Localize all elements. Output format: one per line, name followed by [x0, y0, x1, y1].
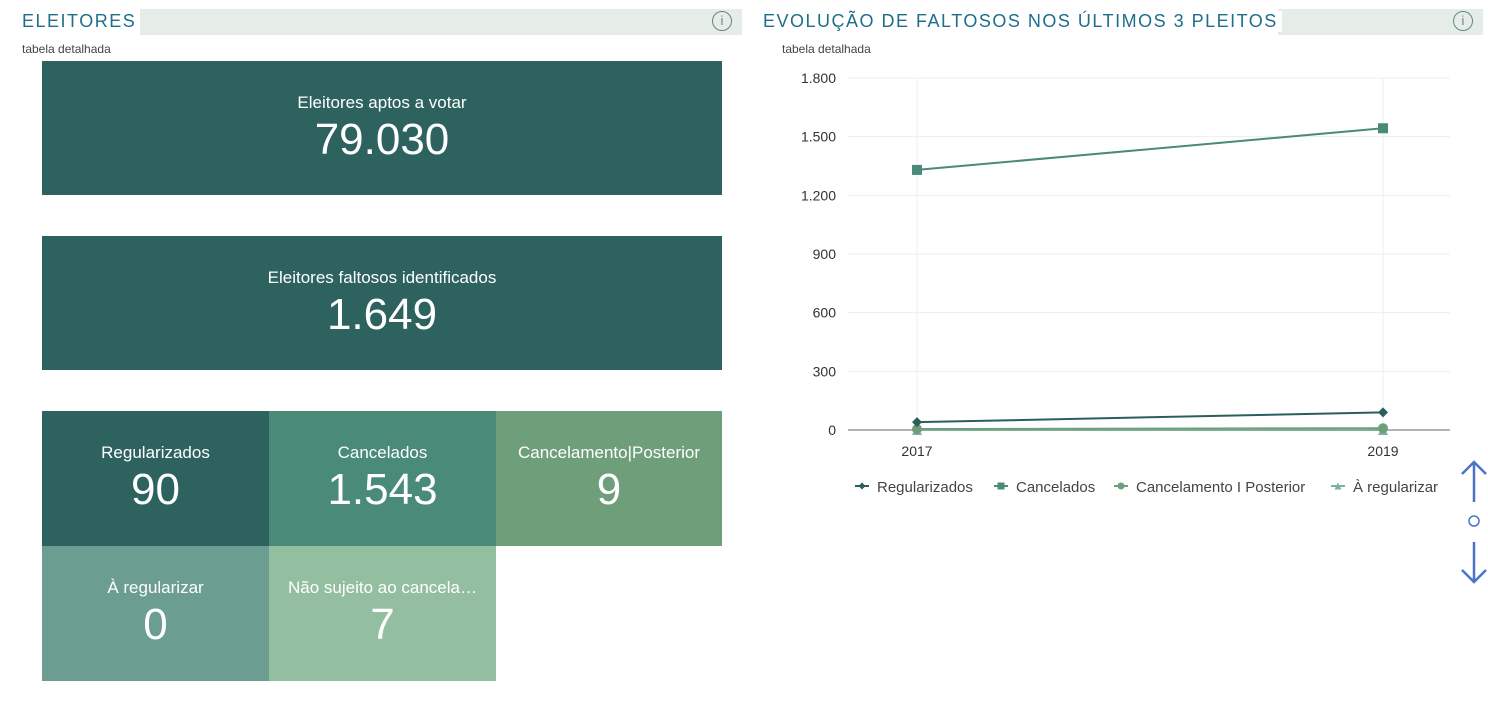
marker	[912, 417, 922, 428]
marker	[912, 424, 922, 435]
card-label: À regularizar	[107, 578, 204, 597]
marker	[997, 482, 1005, 490]
card-label: Cancelados	[337, 443, 428, 462]
x-tick-label: 2017	[901, 443, 932, 459]
kpi-tile: Regularizados 90	[42, 411, 269, 546]
panel-title: ELEITORES	[22, 11, 141, 32]
marker	[1334, 482, 1342, 490]
header-band	[140, 9, 742, 35]
legend-label: Cancelados	[1016, 479, 1095, 496]
marker	[1378, 423, 1388, 434]
marker	[912, 164, 922, 175]
y-tick-label: 1.800	[801, 70, 836, 86]
y-tick-label: 0	[828, 422, 836, 438]
kpi-card: Eleitores aptos a votar 79.030	[42, 61, 722, 195]
kpi-tile: À regularizar 0	[42, 546, 269, 681]
y-tick-label: 600	[813, 305, 837, 321]
legend-label: À regularizar	[1353, 479, 1438, 496]
card-value: 79.030	[314, 115, 450, 164]
arrow-up[interactable]	[1461, 460, 1487, 502]
card-value: 7	[370, 600, 395, 649]
card-label: Não sujeito ao cancela…	[287, 578, 477, 597]
left-header: ELEITORES i	[22, 9, 742, 35]
card-label: Regularizados	[101, 443, 210, 462]
card-value: 0	[143, 600, 168, 649]
series-line	[916, 127, 1384, 171]
y-tick-label: 1.200	[801, 187, 836, 203]
marker	[1378, 407, 1388, 418]
scroll-arrows[interactable]	[1461, 460, 1487, 584]
info-icon[interactable]: i	[712, 11, 732, 31]
chart-title: EVOLUÇÃO DE FALTOSOS NOS ÚLTIMOS 3 PLEIT…	[763, 11, 1282, 32]
arrow-down[interactable]	[1461, 542, 1487, 584]
card-value: 1.543	[327, 465, 438, 514]
panel-subtitle: tabela detalhada	[22, 42, 111, 56]
card-label: Cancelamento|Posterior	[517, 443, 701, 462]
legend-label: Regularizados	[877, 479, 973, 496]
card-label: Eleitores faltosos identificados	[267, 268, 497, 287]
marker	[858, 482, 866, 490]
kpi-tile: Cancelamento|Posterior 9	[496, 411, 722, 546]
series-line	[916, 427, 1384, 431]
right-header: EVOLUÇÃO DE FALTOSOS NOS ÚLTIMOS 3 PLEIT…	[763, 9, 1483, 35]
card-value: 90	[131, 465, 180, 514]
y-tick-label: 300	[813, 363, 837, 379]
series-line	[916, 411, 1384, 424]
marker	[912, 425, 922, 435]
header-band	[1278, 9, 1483, 35]
card-label: Eleitores aptos a votar	[297, 93, 467, 112]
chart-subtitle: tabela detalhada	[782, 42, 871, 56]
y-tick-label: 1.500	[801, 129, 836, 145]
marker	[1117, 482, 1125, 490]
kpi-tile: Cancelados 1.543	[269, 411, 496, 546]
marker	[1378, 123, 1388, 134]
kpi-card: Eleitores faltosos identificados 1.649	[42, 236, 722, 370]
marker	[1378, 425, 1388, 435]
card-value: 9	[596, 465, 622, 514]
legend-label: Cancelamento I Posterior	[1136, 479, 1305, 496]
card-value: 1.649	[326, 290, 438, 339]
kpi-tile: Não sujeito ao cancela… 7	[269, 546, 496, 681]
y-tick-label: 900	[813, 246, 837, 262]
scroll-dot[interactable]	[1468, 515, 1480, 527]
x-tick-label: 2019	[1367, 443, 1398, 459]
info-icon[interactable]: i	[1453, 11, 1473, 31]
